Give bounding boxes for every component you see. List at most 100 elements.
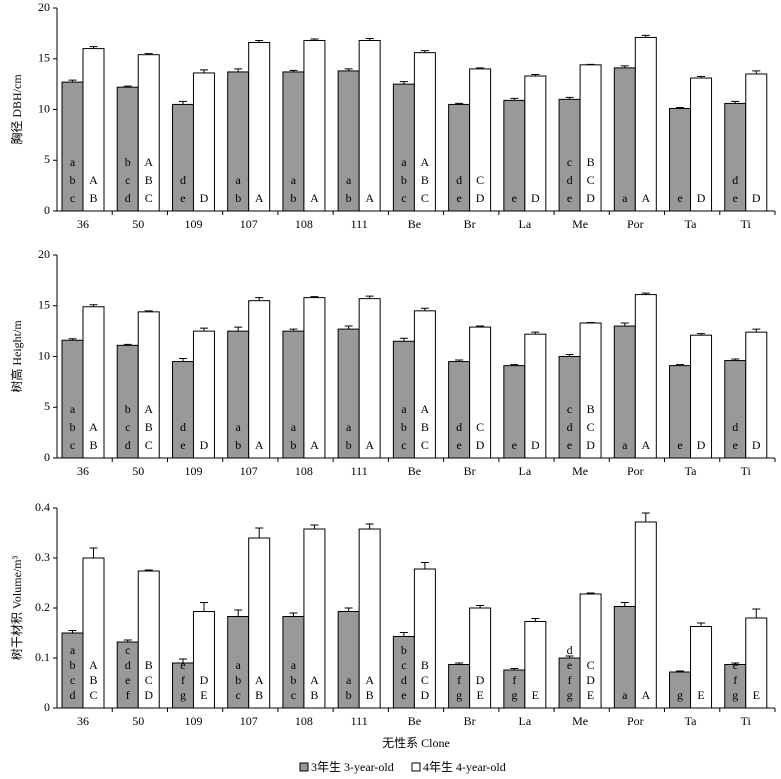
significance-letter: e — [456, 191, 461, 205]
significance-letter: g — [677, 688, 683, 702]
error-bar — [752, 608, 761, 618]
x-tick-label: Be — [408, 714, 421, 728]
error-bar — [365, 295, 374, 299]
x-tick-label: 111 — [351, 714, 368, 728]
error-bar — [641, 512, 650, 522]
error-bar — [365, 523, 374, 529]
significance-letter: C — [421, 438, 429, 452]
significance-letter: A — [89, 420, 98, 434]
error-bar — [620, 322, 629, 327]
significance-letter: A — [641, 438, 650, 452]
x-tick-label: Br — [464, 714, 476, 728]
significance-letter: a — [70, 643, 76, 657]
bar — [579, 64, 602, 212]
significance-letter: a — [236, 420, 242, 434]
significance-letter: c — [70, 438, 75, 452]
x-tick-label: 36 — [77, 217, 89, 231]
error-bar — [476, 325, 485, 328]
significance-letter: d — [567, 643, 573, 657]
error-bar — [399, 632, 408, 637]
significance-letter: D — [531, 191, 540, 205]
error-bar — [234, 326, 243, 332]
significance-letter: D — [476, 438, 485, 452]
x-tick-label: 109 — [184, 464, 202, 478]
error-bar — [89, 547, 98, 558]
significance-letter: e — [677, 191, 682, 205]
significance-letter: D — [421, 688, 430, 702]
significance-letter: B — [310, 688, 318, 702]
error-bar — [234, 68, 243, 72]
significance-letter: a — [346, 673, 352, 687]
error-bar — [676, 364, 685, 366]
significance-letter: A — [641, 688, 650, 702]
x-tick-label: Por — [627, 714, 644, 728]
significance-letter: D — [752, 438, 761, 452]
significance-letter: e — [125, 673, 130, 687]
error-bar — [697, 333, 706, 336]
significance-letter: A — [310, 438, 319, 452]
error-bar — [255, 39, 264, 43]
significance-letter: d — [125, 438, 131, 452]
significance-letter: a — [346, 173, 352, 187]
significance-letter: e — [180, 658, 185, 672]
significance-letter: E — [753, 688, 760, 702]
y-tick-label: 15 — [38, 298, 50, 312]
significance-letter: d — [70, 688, 76, 702]
significance-letter: E — [476, 688, 483, 702]
error-bar — [510, 97, 519, 101]
significance-letter: A — [365, 191, 374, 205]
error-bar — [455, 359, 464, 362]
significance-letter: e — [567, 658, 572, 672]
significance-letter: D — [200, 673, 209, 687]
significance-letter: e — [401, 688, 406, 702]
significance-letter: C — [476, 420, 484, 434]
error-bar — [178, 658, 187, 663]
error-bar — [310, 296, 319, 298]
significance-letter: f — [457, 673, 461, 687]
significance-letter: b — [401, 173, 407, 187]
significance-letter: e — [733, 191, 738, 205]
significance-letter: D — [586, 191, 595, 205]
error-bar — [123, 343, 132, 346]
error-bar — [565, 96, 574, 100]
significance-letter: e — [512, 438, 517, 452]
significance-letter: D — [144, 688, 153, 702]
bar — [634, 521, 657, 709]
error-bar — [399, 337, 408, 342]
x-tick-label: 108 — [295, 217, 313, 231]
error-bar — [344, 325, 353, 330]
error-bar — [641, 292, 650, 295]
significance-letter: e — [567, 438, 572, 452]
error-bar — [123, 639, 132, 642]
error-bar — [752, 70, 761, 74]
error-bar — [455, 102, 464, 105]
significance-letter: D — [476, 673, 485, 687]
significance-letter: a — [622, 688, 628, 702]
y-tick-label: 5 — [44, 152, 50, 166]
significance-letter: B — [89, 438, 97, 452]
error-bar — [731, 358, 740, 361]
significance-letter: D — [476, 191, 485, 205]
x-tick-label: 36 — [77, 714, 89, 728]
significance-letter: c — [401, 438, 406, 452]
bar — [613, 67, 636, 212]
bar — [137, 311, 160, 459]
significance-letter: D — [200, 191, 209, 205]
significance-letter: A — [144, 402, 153, 416]
error-bar — [586, 592, 595, 594]
error-bar — [697, 76, 706, 79]
significance-letter: c — [125, 173, 130, 187]
significance-letter: b — [346, 688, 352, 702]
x-tick-label: 50 — [132, 217, 144, 231]
y-tick-label: 10 — [38, 101, 50, 115]
error-bar — [344, 607, 353, 612]
x-tick-label: Por — [627, 217, 644, 231]
significance-letter: A — [641, 191, 650, 205]
significance-letter: A — [255, 191, 264, 205]
x-tick-label: 107 — [240, 714, 258, 728]
legend-label: 4年生 4-year-old — [423, 760, 506, 774]
significance-letter: D — [697, 191, 706, 205]
error-bar — [234, 609, 243, 617]
significance-letter: d — [125, 191, 131, 205]
